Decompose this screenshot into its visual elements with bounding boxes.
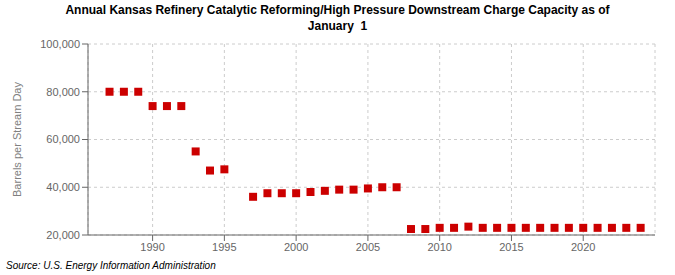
svg-text:80,000: 80,000 [46,86,80,98]
html-text:January 1: January 1 [307,19,368,33]
svg-text:40,000: 40,000 [46,181,80,193]
html-text:Annual Kansas Refinery Catalyt: Annual Kansas Refinery Catalytic Reformi… [65,3,610,17]
svg-text:1995: 1995 [212,241,236,253]
svg-text:Barrels per Stream Day: Barrels per Stream Day [11,82,23,197]
svg-text:60,000: 60,000 [46,133,80,145]
html-text:Source: U.S. Energy Informatio: Source: U.S. Energy Information Administ… [6,260,216,271]
svg-text:2010: 2010 [427,241,451,253]
svg-text:20,000: 20,000 [46,229,80,241]
svg-text:2000: 2000 [284,241,308,253]
svg-text:100,000: 100,000 [40,38,80,50]
svg-text:2005: 2005 [356,241,380,253]
svg-text:2020: 2020 [571,241,595,253]
svg-text:1990: 1990 [140,241,164,253]
svg-text:2015: 2015 [499,241,523,253]
